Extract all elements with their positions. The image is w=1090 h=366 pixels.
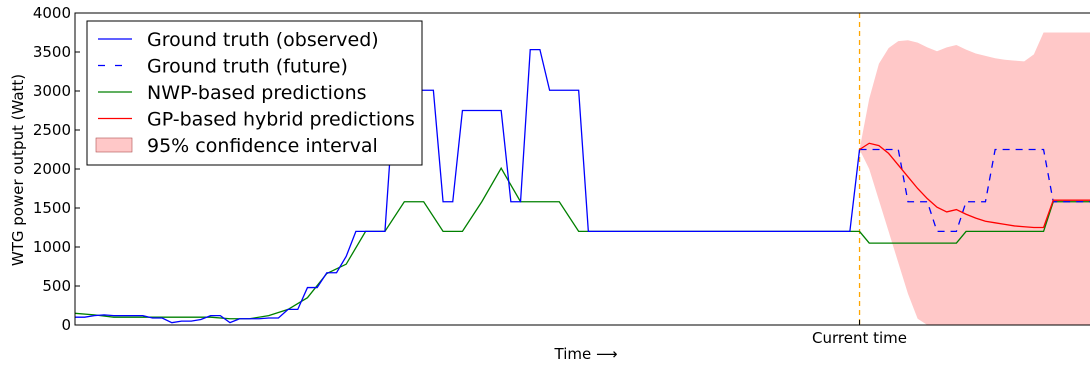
y-tick-label: 2000 — [33, 160, 71, 178]
y-tick-label: 3500 — [33, 43, 71, 61]
axes: 0 500 1000 1500 2000 2500 3000 3500 4000 Current … — [33, 4, 1090, 347]
series-line-3 — [859, 142, 1090, 229]
series-line-0 — [75, 49, 861, 324]
legend-label-0: Ground truth (observed) — [147, 29, 379, 51]
y-tick-label: 0 — [61, 316, 71, 334]
x-axis-label: Time ⟶ — [554, 345, 618, 363]
confidence-band — [859, 32, 1090, 325]
y-tick-label: 4000 — [33, 4, 71, 22]
legend-box — [86, 20, 423, 166]
legend: Ground truth (observed) Ground truth (fut… — [86, 20, 423, 166]
legend-label-3: GP-based hybrid predictions — [147, 109, 415, 131]
x-tick-label: Current time — [812, 329, 907, 347]
y-tick-label: 1000 — [33, 238, 71, 256]
legend-label-1: Ground truth (future) — [147, 56, 348, 78]
legend-swatch-4 — [95, 137, 133, 153]
y-tick-label: 3000 — [33, 82, 71, 100]
legend-label-4: 95% confidence interval — [147, 135, 378, 157]
y-tick-label: 2500 — [33, 121, 71, 139]
legend-label-2: NWP-based predictions — [147, 82, 367, 104]
y-tick-label: 500 — [42, 277, 71, 295]
y-axis-label: WTG power output (Watt) — [9, 74, 27, 266]
y-tick-label: 1500 — [33, 199, 71, 217]
plot-area — [75, 13, 1090, 325]
